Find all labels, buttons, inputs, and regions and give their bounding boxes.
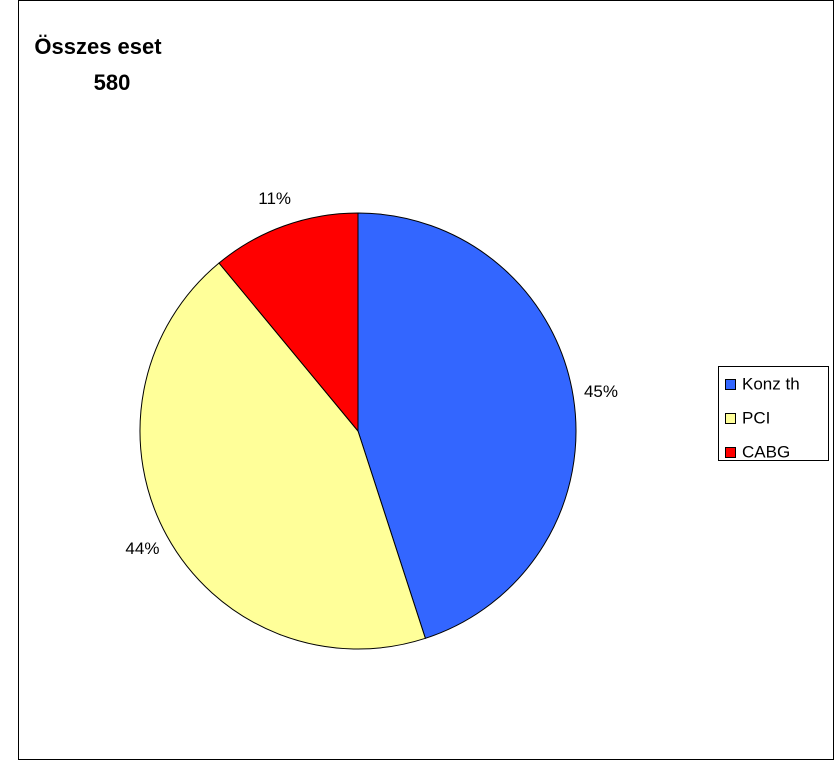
- legend-swatch: [725, 379, 736, 390]
- data-label: 11%: [258, 189, 291, 208]
- chart-title: Összes eset: [34, 34, 162, 59]
- legend-label: Konz th: [742, 374, 800, 393]
- chart-subtitle: 580: [94, 70, 131, 95]
- pie-slice: [218, 212, 359, 433]
- pie-slice: [139, 262, 426, 650]
- data-label: 45%: [584, 382, 618, 401]
- pie-slice: [357, 212, 577, 639]
- legend: [718, 366, 829, 461]
- legend-swatch: [725, 447, 736, 458]
- legend-label: PCI: [742, 408, 770, 427]
- legend-box: [718, 366, 829, 461]
- legend-swatch: [725, 413, 736, 424]
- legend-label: CABG: [742, 442, 790, 461]
- data-label: 44%: [125, 539, 159, 558]
